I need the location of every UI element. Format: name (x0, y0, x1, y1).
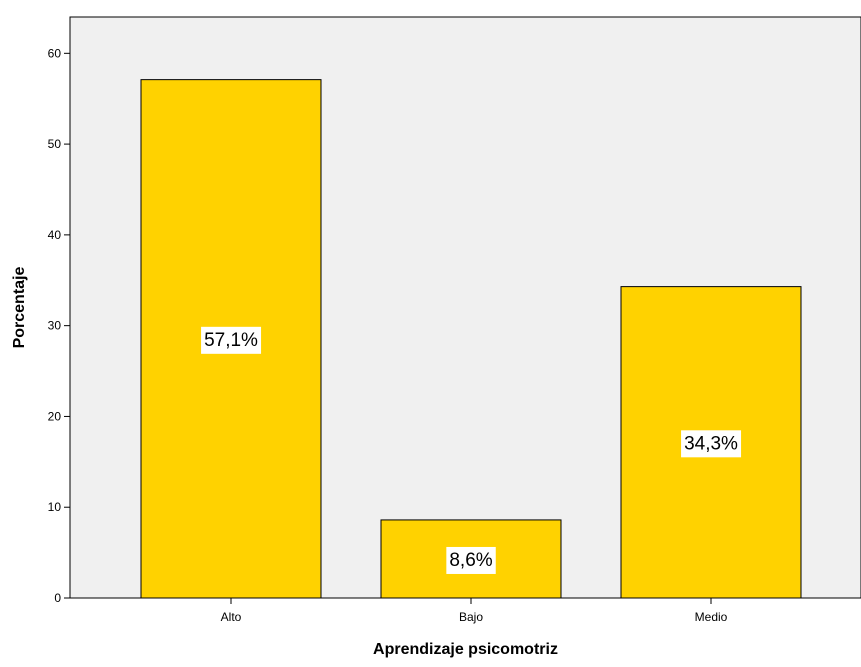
x-axis-title: Aprendizaje psicomotriz (373, 641, 558, 658)
y-tick-label: 50 (48, 137, 62, 151)
y-tick-label: 0 (54, 591, 61, 605)
y-tick-label: 10 (48, 500, 62, 514)
y-tick-label: 30 (48, 319, 62, 333)
x-tick-label: Bajo (459, 610, 483, 624)
data-label-box (201, 326, 262, 354)
y-tick-label: 40 (48, 228, 62, 242)
data-label-text: 8,6% (449, 550, 492, 571)
data-label-text: 34,3% (684, 433, 738, 454)
data-label-bajo: 8,6% (446, 546, 496, 574)
data-label-box (681, 430, 742, 458)
data-labels-group: 57,1% 8,6% 34,3% (201, 326, 742, 574)
y-axis: 0 10 20 30 40 50 60 (48, 46, 70, 605)
x-tick-label: Alto (221, 610, 242, 624)
data-label-box (446, 546, 496, 574)
y-tick-label: 20 (48, 409, 62, 423)
data-label-alto: 57,1% (201, 326, 262, 354)
y-axis-title: Porcentaje (11, 266, 28, 348)
data-label-medio: 34,3% (681, 430, 742, 458)
x-tick-label: Medio (695, 610, 728, 624)
data-label-text: 57,1% (204, 330, 258, 351)
x-axis: Alto Bajo Medio (221, 598, 728, 624)
y-tick-label: 60 (48, 46, 62, 60)
